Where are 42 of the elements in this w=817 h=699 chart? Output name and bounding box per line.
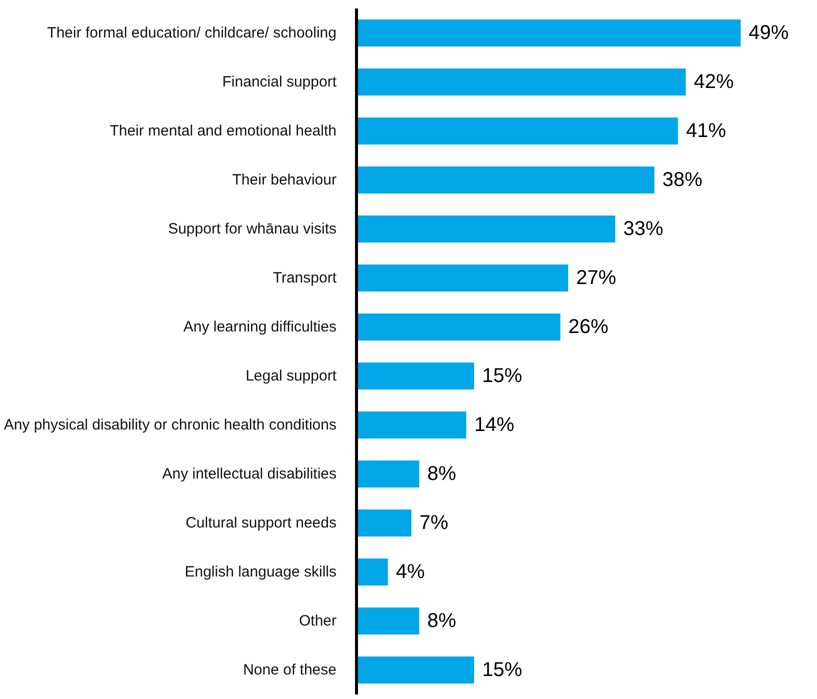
data-label: 8% bbox=[427, 463, 456, 485]
bar bbox=[356, 558, 388, 586]
bar bbox=[356, 656, 474, 684]
data-label: 42% bbox=[694, 71, 734, 93]
y-tick-label: Transport bbox=[272, 270, 338, 286]
data-label: 38% bbox=[662, 169, 703, 191]
y-tick-label: Any learning difficulties bbox=[183, 318, 337, 336]
bar bbox=[356, 362, 474, 390]
y-tick-label: Their mental and emotional health bbox=[110, 122, 337, 140]
data-label: 8% bbox=[427, 610, 456, 632]
data-label: 27% bbox=[576, 267, 616, 289]
bar bbox=[356, 510, 412, 536]
bar bbox=[356, 20, 741, 46]
data-label: 49% bbox=[748, 22, 789, 44]
y-tick-label: Financial support bbox=[222, 74, 338, 90]
y-tick-label: Any physical disability or chronic health conditions bbox=[4, 416, 337, 434]
data-label: 4% bbox=[396, 561, 425, 583]
y-tick-label: Their behaviour bbox=[232, 172, 337, 188]
y-tick-label: None of these bbox=[243, 662, 337, 678]
y-tick-label: Other bbox=[298, 612, 337, 630]
bar bbox=[356, 216, 616, 242]
data-label: 14% bbox=[474, 414, 515, 436]
data-label: 15% bbox=[482, 659, 522, 681]
data-label: 41% bbox=[686, 120, 726, 142]
bar bbox=[356, 314, 560, 340]
bar bbox=[356, 68, 686, 96]
bar bbox=[356, 118, 678, 144]
data-label: 26% bbox=[568, 316, 609, 338]
y-tick-label: English language skills bbox=[184, 564, 337, 580]
y-tick-label: Support for whānau visits bbox=[168, 220, 336, 238]
y-tick-label: Their formal education/ childcare/ schooling bbox=[47, 24, 337, 42]
bar bbox=[356, 166, 654, 194]
y-tick-label: Any intellectual disabilities bbox=[162, 466, 337, 482]
bar bbox=[356, 412, 466, 438]
bar bbox=[356, 460, 420, 488]
y-tick-label: Cultural support needs bbox=[186, 514, 337, 532]
data-label: 15% bbox=[482, 365, 522, 387]
bar bbox=[356, 264, 568, 292]
data-label: 7% bbox=[419, 512, 449, 534]
bar bbox=[356, 608, 420, 634]
y-tick-label: Legal support bbox=[246, 368, 338, 384]
data-label: 33% bbox=[623, 218, 664, 240]
